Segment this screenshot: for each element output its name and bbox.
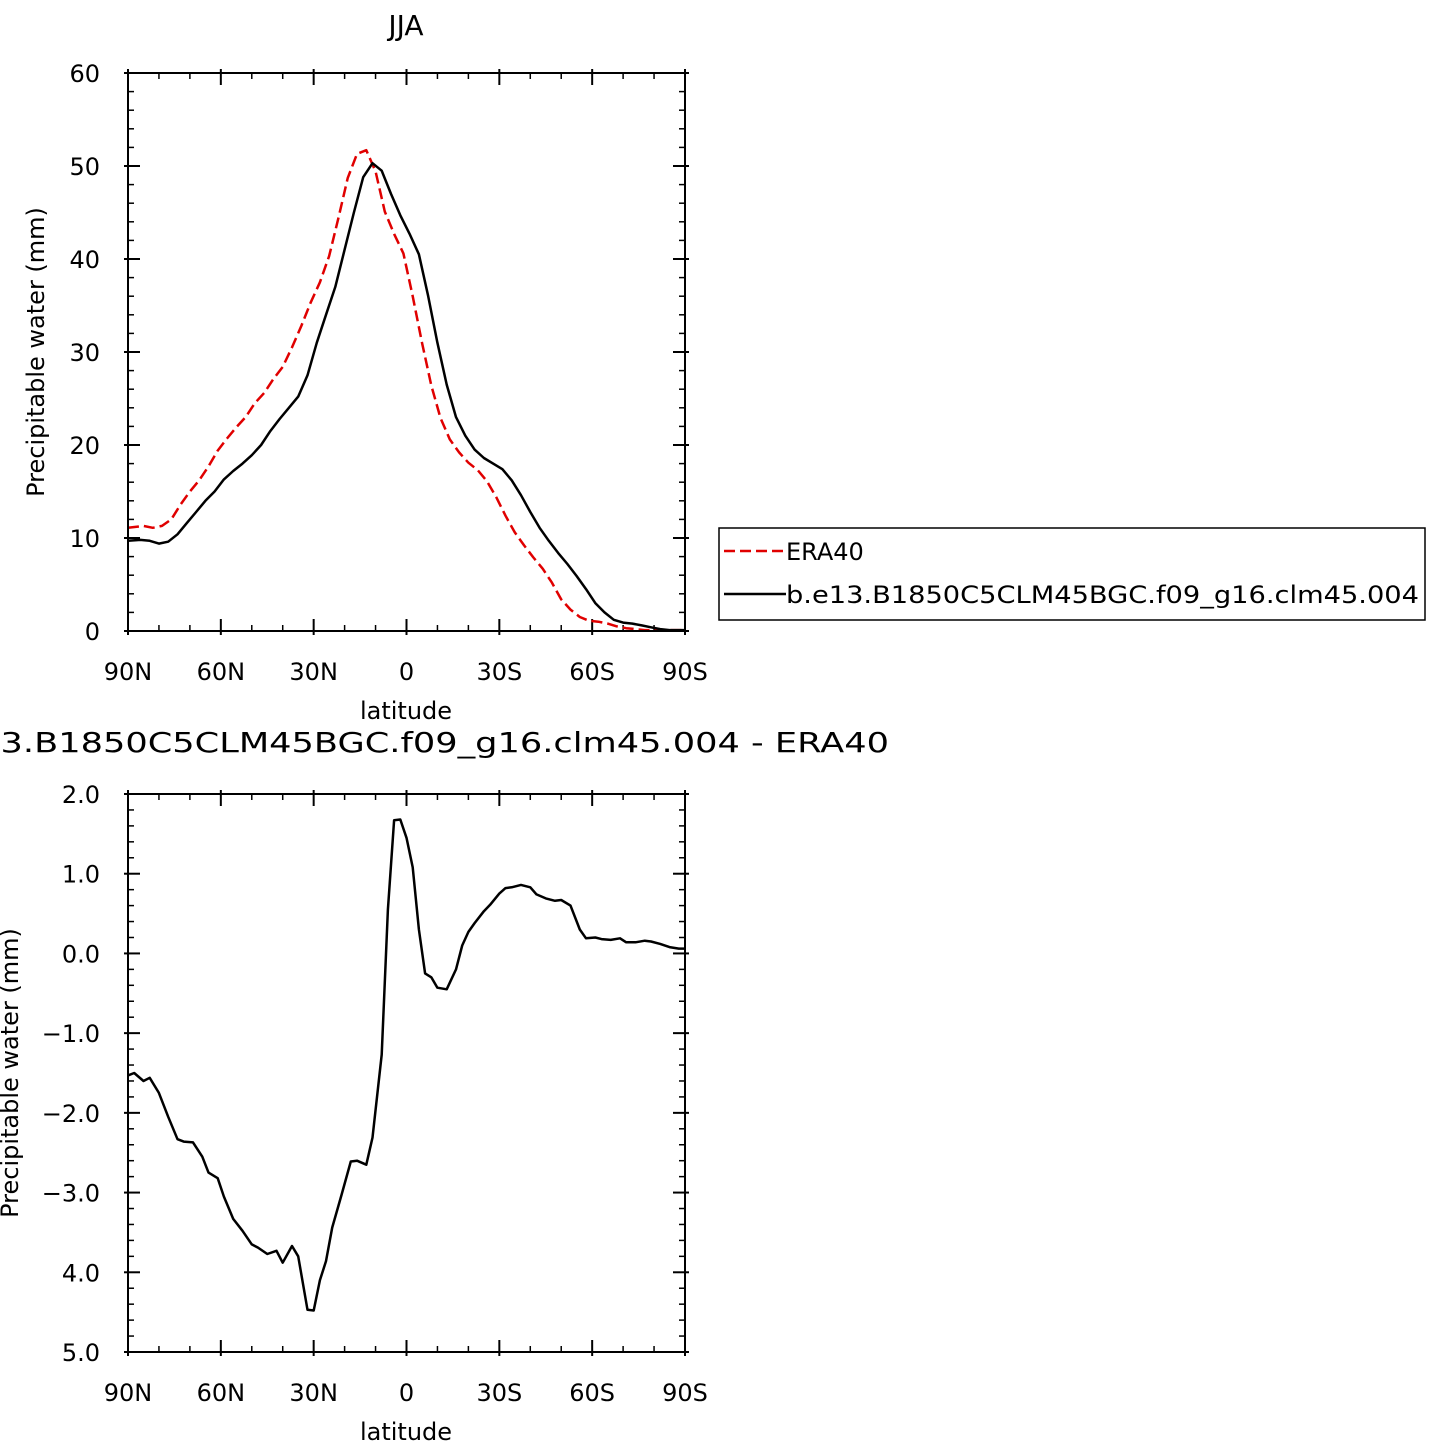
x-tick-label: 0 [399, 658, 414, 686]
chart-title: b.e13.B1850C5CLM45BGC.f09_g16.clm45.004 … [0, 726, 889, 759]
y-tick-label: −1.0 [42, 1020, 100, 1048]
x-tick-label: 60N [197, 1379, 246, 1407]
x-tick-label: 0 [399, 1379, 414, 1407]
axis-ticks [124, 69, 689, 635]
y-tick-label: 0.0 [62, 940, 100, 968]
x-tick-labels: 90N 60N 30N 0 30S 60S 90S [104, 658, 708, 686]
y-tick-label: −3.0 [42, 1180, 100, 1208]
y-tick-label: 1.0 [62, 861, 100, 889]
axis-ticks [124, 790, 689, 1356]
x-tick-labels: 90N 60N 30N 0 30S 60S 90S [104, 1379, 708, 1407]
x-axis-label: latitude [360, 1418, 452, 1446]
y-tick-label: 50 [69, 153, 100, 181]
x-tick-label: 30N [289, 1379, 338, 1407]
x-tick-label: 90N [104, 658, 153, 686]
x-tick-label: 30S [476, 658, 522, 686]
x-tick-label: 60S [569, 1379, 615, 1407]
y-tick-label: 0 [85, 618, 100, 646]
label-mask-bottom [0, 1238, 60, 1388]
series-line-era40 [127, 148, 685, 632]
series-lines [127, 148, 685, 632]
legend-label-era40: ERA40 [786, 538, 864, 566]
x-tick-label: 90N [104, 1379, 153, 1407]
y-tick-label: 40 [69, 246, 100, 274]
plot-frame [127, 72, 686, 632]
series-lines [127, 818, 685, 1312]
y-axis-label: Precipitable water (mm) [0, 928, 24, 1218]
y-tick-label: 20 [69, 432, 100, 460]
series-line-b-e13-b1850c5clm45bgc-f09-g16-clm45-004 [127, 161, 685, 632]
x-tick-label: 60S [569, 658, 615, 686]
chart-title: JJA [386, 9, 423, 42]
y-tick-labels: 0 10 20 30 40 50 60 [69, 60, 100, 646]
legend: ERA40 b.e13.B1850C5CLM45BGC.f09_g16.clm4… [718, 527, 1426, 621]
x-axis-label: latitude [360, 697, 452, 725]
y-axis-label: Precipitable water (mm) [22, 207, 50, 497]
x-tick-label: 90S [662, 1379, 708, 1407]
x-tick-label: 30N [289, 658, 338, 686]
series-line-difference [127, 818, 685, 1312]
x-tick-label: 90S [662, 658, 708, 686]
legend-box [718, 527, 1426, 621]
panel-jja: JJA 90N 60N 30N 0 30S 60S 90S 0 10 20 30 40 50 60 la… [22, 9, 708, 725]
plot-frame [127, 793, 686, 1353]
panel-difference: b.e13.B1850C5CLM45BGC.f09_g16.clm45.004 … [0, 726, 889, 1446]
y-tick-label: 30 [69, 339, 100, 367]
x-tick-label: 30S [476, 1379, 522, 1407]
y-tick-label: 2.0 [62, 781, 100, 809]
y-tick-label: 10 [69, 525, 100, 553]
y-tick-label: 60 [69, 60, 100, 88]
label-mask-top [0, 755, 60, 910]
x-tick-label: 60N [197, 658, 246, 686]
y-tick-label: −2.0 [42, 1100, 100, 1128]
legend-label-model: b.e13.B1850C5CLM45BGC.f09_g16.clm45.004 [786, 581, 1419, 609]
